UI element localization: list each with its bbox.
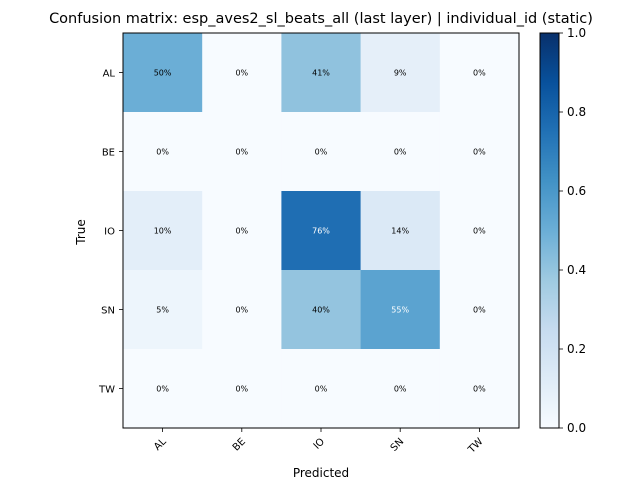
y-axis-ticks: AL BE IO SN TW <box>98 69 123 396</box>
y-tick-label: BE <box>102 148 115 159</box>
heatmap-cell <box>281 349 362 429</box>
colorbar-tick-label: 0.0 <box>567 421 586 435</box>
heatmap-cell-label: 0% <box>156 148 169 157</box>
heatmap-cell <box>360 191 441 271</box>
y-axis-label: True <box>74 219 88 246</box>
heatmap-cell-label: 10% <box>154 227 172 236</box>
chart-title: Confusion matrix: esp_aves2_sl_beats_all… <box>49 11 593 27</box>
heatmap-cell-label: 0% <box>235 69 248 78</box>
heatmap-cell-label: 0% <box>473 69 486 78</box>
heatmap-cell <box>202 270 282 350</box>
x-tick-label: SN <box>389 436 407 454</box>
heatmap-cell <box>360 33 441 113</box>
colorbar-tick-label: 0.4 <box>567 263 586 277</box>
heatmap-cell-label: 14% <box>391 227 409 236</box>
heatmap-cell-label: 0% <box>394 148 407 157</box>
heatmap-cell <box>281 191 362 271</box>
heatmap-cell-label: 0% <box>235 148 248 157</box>
heatmap-cell <box>202 349 282 429</box>
heatmap-cell-label: 0% <box>473 306 486 315</box>
heatmap-cell-label: 76% <box>312 227 330 236</box>
heatmap-cell-label: 5% <box>156 306 169 315</box>
heatmap-cell-label: 9% <box>394 69 407 78</box>
heatmap-cell-label: 50% <box>154 69 172 78</box>
heatmap-cell <box>123 33 203 113</box>
heatmap-cell <box>439 112 520 192</box>
heatmap-cell <box>123 349 203 429</box>
heatmap-cell <box>123 191 203 271</box>
heatmap-cell-label: 0% <box>394 385 407 394</box>
colorbar-ticks: 0.0 0.2 0.4 0.6 0.8 1.0 <box>559 26 586 435</box>
heatmap-cell-label: 0% <box>473 227 486 236</box>
heatmap-cell <box>123 270 203 350</box>
heatmap-cell-label: 0% <box>235 306 248 315</box>
heatmap-cell-label: 41% <box>312 69 330 78</box>
heatmap-cell <box>439 33 520 113</box>
colorbar-tick-label: 0.6 <box>567 184 586 198</box>
heatmap-cell <box>360 112 441 192</box>
heatmap-cell <box>202 33 282 113</box>
heatmap-cell <box>360 349 441 429</box>
x-axis-ticks: AL BE IO SN TW <box>152 428 486 456</box>
x-tick-label: IO <box>312 436 328 452</box>
heatmap-cell-label: 0% <box>235 385 248 394</box>
heatmap-cell <box>360 270 441 350</box>
heatmap-cell <box>439 191 520 271</box>
colorbar-tick-label: 0.8 <box>567 105 586 119</box>
colorbar-tick-label: 0.2 <box>567 342 586 356</box>
x-tick-label: TW <box>466 436 486 456</box>
heatmap-cell-label: 0% <box>315 148 328 157</box>
colorbar-tick-label: 1.0 <box>567 26 586 40</box>
heatmap-cell <box>202 112 282 192</box>
heatmap-cell <box>123 112 203 192</box>
heatmap-cell-label: 0% <box>473 385 486 394</box>
heatmap-cell <box>281 112 362 192</box>
x-tick-label: AL <box>152 436 169 453</box>
heatmap-cell-label: 0% <box>235 227 248 236</box>
x-tick-label: BE <box>231 436 248 453</box>
heatmap-cell-label: 40% <box>312 306 330 315</box>
heatmap-cell <box>281 33 362 113</box>
colorbar <box>539 32 560 429</box>
heatmap-cell-labels: 50% 0% 41% 9% 0% 0% 0% 0% 0% 0% 10% 0% 76% 14% 0% 5% 0% 4… <box>154 69 486 394</box>
heatmap-cell-label: 0% <box>473 148 486 157</box>
heatmap-cell-label: 55% <box>391 306 409 315</box>
y-tick-label: IO <box>104 227 115 238</box>
heatmap-cell <box>202 191 282 271</box>
heatmap-cells <box>123 33 520 429</box>
heatmap-cell <box>439 270 520 350</box>
heatmap-cell <box>281 270 362 350</box>
heatmap-cell <box>439 349 520 429</box>
heatmap-cell-label: 0% <box>315 385 328 394</box>
heatmap-cell-label: 0% <box>156 385 169 394</box>
x-axis-label: Predicted <box>293 466 349 480</box>
y-tick-label: AL <box>103 69 116 80</box>
y-tick-label: TW <box>98 385 115 396</box>
y-tick-label: SN <box>101 306 115 317</box>
